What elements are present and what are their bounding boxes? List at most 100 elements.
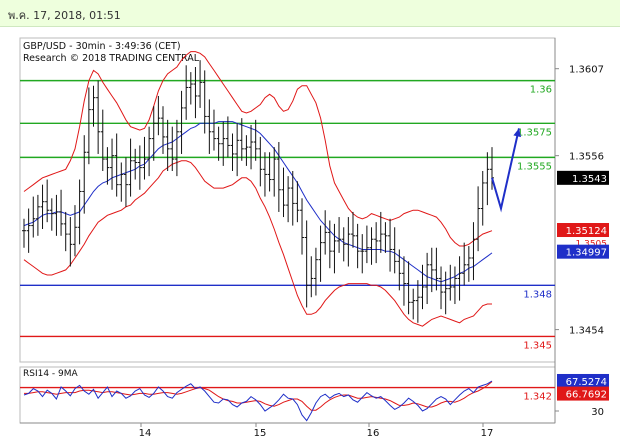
price-bar — [253, 119, 258, 161]
level-label-2: 1.3555 — [517, 161, 552, 172]
price-bar — [207, 99, 212, 154]
bands-group — [23, 51, 493, 327]
price-bar — [388, 218, 393, 272]
price-bar — [355, 223, 360, 269]
price-bar — [110, 138, 115, 190]
price-bar — [374, 222, 379, 264]
price-bar — [267, 152, 272, 192]
rsi-ma-value-tag-bg — [557, 386, 609, 401]
price-bar — [323, 210, 328, 255]
last-price-tag-bg — [557, 170, 609, 185]
price-bar — [225, 116, 230, 158]
forecast-arrow-head — [513, 128, 522, 138]
price-bar — [309, 256, 314, 298]
price-bar — [133, 148, 138, 180]
price-bar — [425, 252, 430, 305]
price-bar — [59, 189, 64, 236]
price-bar — [128, 138, 133, 197]
bb-upper-tag-bg — [557, 223, 609, 238]
price-bar — [123, 157, 128, 207]
last-price-tag: 1.3543 — [572, 174, 607, 185]
price-bar — [156, 95, 161, 136]
price-bar — [401, 256, 406, 306]
price-bar — [22, 218, 26, 248]
price-bar — [346, 217, 351, 267]
price-bar — [193, 66, 198, 119]
price-bar — [295, 181, 300, 223]
price-bar — [327, 220, 332, 269]
rsi-value-tag-bg — [557, 373, 609, 388]
price-bar — [221, 121, 226, 166]
price-bar — [318, 225, 323, 282]
price-bar — [202, 70, 207, 134]
price-bar — [188, 72, 193, 105]
price-bar — [72, 205, 77, 257]
x-tick-label-0: 14 — [139, 428, 152, 439]
price-bar — [378, 211, 383, 253]
price-bar — [262, 152, 267, 197]
price-bar — [40, 184, 45, 229]
price-bar — [91, 85, 96, 127]
price-bar — [485, 152, 490, 206]
price-bar — [364, 225, 369, 264]
price-bar — [332, 223, 337, 274]
x-tick-label-2: 16 — [367, 428, 380, 439]
price-bar — [211, 109, 216, 151]
price-bar — [45, 179, 50, 223]
rsi-group — [23, 380, 493, 422]
price-bar — [147, 126, 152, 177]
price-bar — [119, 162, 124, 202]
price-bar — [142, 136, 147, 180]
price-tick-label-0: 1.3607 — [569, 65, 604, 76]
price-bar — [272, 147, 277, 197]
price-bar — [304, 220, 309, 308]
bb-hidden-label: 1.3505 — [576, 240, 608, 250]
price-bar — [170, 126, 175, 172]
price-bar — [179, 90, 184, 154]
level-label-1: 1.3575 — [517, 127, 552, 138]
price-bar — [35, 194, 40, 236]
price-bar — [239, 118, 244, 161]
price-bar — [429, 247, 434, 293]
price-bar — [392, 227, 397, 274]
levels-group: 1.36 1.3575 1.3555 1.348 1.345 1.342 — [20, 79, 555, 403]
bb-upper-tag: 1.35124 — [566, 226, 607, 237]
rsi-title: RSI14 - 9MA — [23, 369, 79, 379]
rsi-tick-label-0: 30 — [591, 407, 604, 418]
price-bar — [462, 242, 467, 286]
price-bar — [165, 119, 170, 172]
price-bar — [350, 211, 355, 248]
price-bar — [258, 136, 263, 187]
price-bar — [54, 194, 59, 236]
price-bar — [249, 124, 254, 170]
price-bar — [383, 222, 388, 253]
price-bar — [466, 246, 471, 282]
price-bar — [68, 217, 73, 267]
x-tick-label-3: 17 — [481, 428, 494, 439]
level-label-3: 1.348 — [523, 289, 552, 300]
price-bar — [480, 171, 485, 226]
price-bar — [82, 135, 87, 214]
moving-average-line — [23, 121, 493, 283]
price-bar — [290, 171, 295, 226]
price-bar — [174, 119, 179, 177]
bollinger-upper-line — [23, 51, 493, 247]
price-bar — [369, 227, 374, 265]
price-bar — [420, 264, 425, 310]
price-bar — [360, 234, 365, 274]
chart-title: GBP/USD - 30min - 3:49:36 (CET) — [23, 41, 181, 52]
header-bar: พ.ค. 17, 2018, 01:51 — [0, 0, 620, 27]
price-bar — [452, 266, 457, 305]
x-tick-label-1: 15 — [254, 428, 267, 439]
price-bar — [434, 247, 439, 291]
price-bar — [230, 133, 235, 172]
price-bar — [476, 186, 481, 252]
price-bars-group — [22, 60, 494, 323]
price-bar — [26, 208, 31, 253]
price-bar — [341, 227, 346, 262]
level-label-0: 1.36 — [530, 85, 552, 96]
price-bar — [114, 133, 119, 197]
bb-mid-tag-bg — [557, 244, 609, 259]
price-bar — [443, 271, 448, 315]
